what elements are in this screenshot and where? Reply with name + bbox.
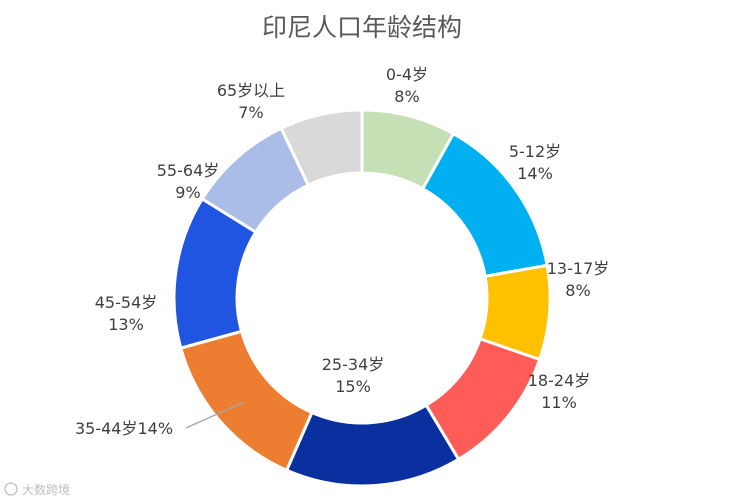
slice-label-65岁以上: 65岁以上 [217,81,285,100]
watermark-text: 大数跨境 [22,482,70,497]
leader-line [185,401,245,429]
watermark: 大数跨境 [4,482,70,497]
slice-label-45-54岁: 45-54岁 [95,293,158,312]
slice-label-18-24岁: 18-24岁 [528,371,591,390]
chart-title: 印尼人口年龄结构 [262,13,462,42]
slices-group [172,108,552,488]
slice-value-45-54岁: 13% [108,315,144,334]
slice-label-0-4岁: 0-4岁 [386,65,428,84]
slice-value-55-64岁: 9% [175,183,200,202]
labels-group: 0-4岁 8% 5-12岁 14% 13-17岁 8% 18-24岁 11% 25-34岁 15%… [75,65,609,438]
slice-value-65岁以上: 7% [238,103,263,122]
slice-label-25-34岁: 25-34岁 [322,355,385,374]
watermark-logo-icon [4,482,18,496]
slice-35-44岁 [178,329,314,473]
slice-value-13-17岁: 8% [565,281,590,300]
slice-value-5-12岁: 14% [517,164,553,183]
slice-65岁以上 [279,108,364,188]
slice-value-18-24岁: 11% [541,393,577,412]
slice-value-0-4岁: 8% [394,87,419,106]
slice-label-5-12岁: 5-12岁 [509,142,561,161]
slice-value-25-34岁: 15% [335,377,371,396]
slice-25-34岁 [284,403,461,488]
slice-label-55-64岁: 55-64岁 [157,161,220,180]
slice-label-35-44岁: 35-44岁14% [75,419,173,438]
slice-label-13-17岁: 13-17岁 [547,259,610,278]
